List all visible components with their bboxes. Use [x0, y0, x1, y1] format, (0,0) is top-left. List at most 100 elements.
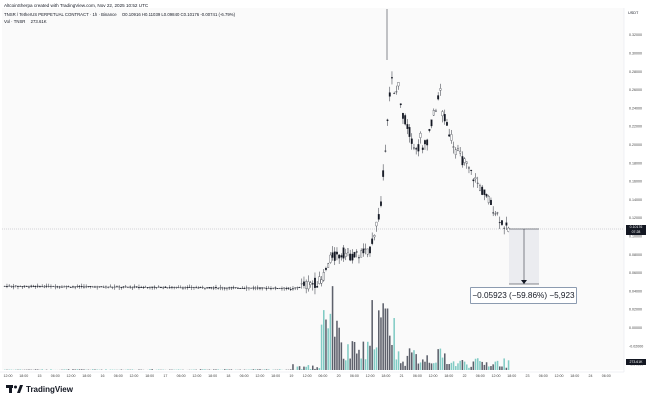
time-tick-label: 12:00 — [255, 374, 264, 378]
candle-body — [388, 92, 391, 97]
candle-body — [45, 285, 48, 287]
candle-body — [146, 287, 149, 288]
currency-label: USDT — [628, 11, 639, 15]
candle-body — [415, 148, 418, 150]
candle-body — [223, 287, 226, 289]
volume-bar — [494, 361, 497, 370]
volume-bar — [452, 361, 455, 370]
time-tick-label: 18:00 — [145, 374, 154, 378]
price-tick-label: 0.22000 — [629, 125, 642, 129]
candle-body — [410, 138, 413, 144]
candle-body — [303, 281, 305, 286]
candle-body — [446, 122, 448, 126]
volume-bar — [459, 360, 461, 370]
volume-bar — [303, 366, 305, 370]
candle-body — [338, 254, 341, 259]
volume-bar — [217, 369, 219, 370]
volume-bar — [76, 369, 79, 370]
volume-bar — [259, 369, 261, 370]
volume-bar — [298, 366, 301, 370]
candle-body — [424, 140, 426, 145]
measure-label[interactable]: −0.05923 (−59.86%) −5,923 — [470, 287, 577, 304]
time-tick-label: 06:00 — [476, 374, 485, 378]
volume-bar — [413, 350, 415, 370]
time-tick-label: 06:00 — [539, 374, 548, 378]
volume-bar — [505, 367, 508, 370]
candle-body — [74, 286, 77, 288]
volume-bar — [408, 348, 411, 370]
candle-body — [65, 286, 68, 288]
candle-body — [430, 119, 433, 127]
volume-bar — [426, 355, 428, 370]
candle-body — [289, 288, 292, 290]
volume-bar — [41, 369, 43, 370]
candle-body — [3, 285, 6, 287]
candle-body — [393, 92, 396, 94]
candle-body — [419, 132, 422, 138]
candle-body — [316, 286, 319, 288]
volume-bar — [362, 341, 365, 370]
tradingview-logo[interactable]: TradingView — [6, 384, 73, 394]
time-axis[interactable]: 12:00 18:00 15 06:00 12:00 18:00 16 06:00 12:00 1… — [0, 371, 624, 378]
candle-body — [448, 134, 451, 137]
volume-bar — [131, 369, 134, 370]
candle-body — [21, 286, 24, 288]
candle-body — [285, 288, 288, 289]
candle-body — [369, 246, 371, 254]
candle-body — [155, 287, 158, 288]
candle-body — [54, 286, 57, 288]
volume-label[interactable]: Vol · TNSR — [4, 19, 26, 24]
volume-bar — [83, 369, 85, 370]
candle-body — [265, 288, 268, 290]
volume-bar — [360, 358, 362, 370]
volume-bar — [254, 369, 257, 370]
tradingview-logo-icon — [6, 385, 23, 393]
candle-body — [138, 287, 140, 288]
volume-bar — [19, 369, 21, 370]
candle-body — [41, 286, 44, 287]
volume-bar — [481, 361, 483, 370]
price-tick-label: 0.04000 — [629, 289, 642, 293]
candle-body — [256, 287, 259, 289]
volume-bar — [67, 369, 70, 370]
volume-bar — [446, 364, 448, 370]
candle-body — [234, 287, 237, 289]
symbol-legend: TNSR / TetherUS PERPETUAL CONTRACT · 1h … — [4, 12, 239, 17]
time-tick-label: 18:00 — [82, 374, 91, 378]
volume-bar — [177, 369, 180, 370]
price-range-measure[interactable] — [509, 228, 539, 285]
volume-bar — [316, 367, 318, 370]
volume-bar — [37, 369, 39, 370]
candle-body — [496, 212, 499, 214]
symbol-name[interactable]: TNSR / TetherUS PERPETUAL CONTRACT · 1h … — [4, 12, 117, 17]
volume-bar — [320, 324, 323, 370]
candle-body — [358, 257, 360, 259]
candle-body — [305, 281, 308, 289]
price-tick-label: 0.10000 — [629, 235, 642, 239]
volume-bar — [428, 362, 431, 370]
volume-bar — [127, 369, 129, 370]
candle-body — [135, 286, 138, 288]
candle-body — [483, 189, 486, 195]
time-tick-label: 18 — [226, 374, 230, 378]
candle-body — [164, 286, 167, 288]
candle-body — [182, 287, 184, 289]
volume-bar — [215, 369, 217, 370]
candle-body — [186, 287, 189, 288]
price-axis[interactable]: 0.32000 0.30000 0.28000 0.26000 0.24000 0.220… — [623, 8, 643, 372]
volume-bar — [402, 361, 404, 370]
candle-body — [428, 129, 431, 131]
candle-body — [215, 287, 217, 289]
candle-body — [366, 248, 369, 255]
time-tick-label: 18:00 — [19, 374, 28, 378]
volume-bar — [202, 369, 204, 370]
candle-body — [314, 277, 316, 288]
volume-bar — [386, 308, 389, 370]
candle-body — [63, 286, 66, 288]
last-price-value: 0.10176 — [629, 225, 643, 229]
measure-arrow-icon — [521, 280, 527, 284]
candle-body — [342, 247, 345, 259]
time-tick-label: 12:00 — [492, 374, 501, 378]
time-tick-label: 06:00 — [51, 374, 60, 378]
